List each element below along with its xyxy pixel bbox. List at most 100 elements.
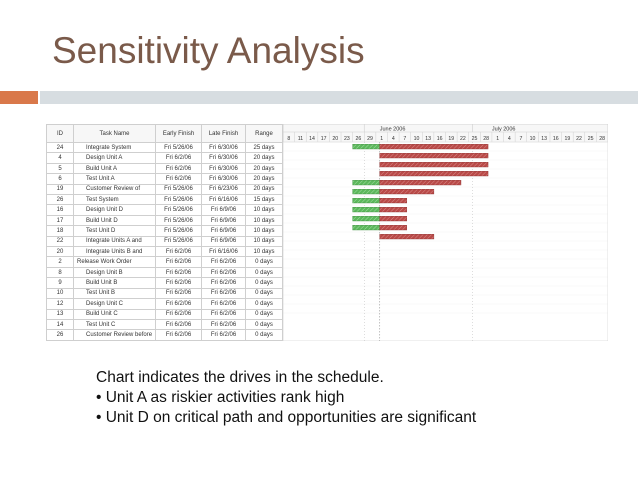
day-label: 26: [356, 136, 362, 142]
task-row[interactable]: 17 Build Unit D Fri 5/26/06 Fri 6/9/06 10 da…: [46, 214, 283, 227]
task-range: 0 days: [245, 298, 283, 310]
range-bar-red: [379, 144, 489, 150]
task-row[interactable]: 8 Design Unit B Fri 6/2/06 Fri 6/2/06 0 days: [46, 266, 283, 279]
task-late-finish: Fri 6/30/06: [201, 173, 246, 185]
task-id: 2: [46, 256, 74, 268]
day-label: 10: [530, 136, 536, 142]
day-label: 13: [425, 136, 431, 142]
task-row[interactable]: 19 Customer Review of Fri 5/26/06 Fri 6/23/…: [46, 183, 283, 196]
task-id: 19: [46, 183, 74, 196]
note-line: • Unit A as riskier activities rank high: [96, 389, 345, 406]
month-label: July 2006: [492, 127, 516, 133]
day-label: 4: [508, 136, 511, 142]
task-name: Design Unit C: [73, 298, 156, 310]
task-row[interactable]: 5 Build Unit A Fri 6/2/06 Fri 6/30/06 20 day…: [46, 162, 283, 175]
task-table-header: ID Task Name Early Finish Late Finish Ra…: [46, 124, 283, 143]
task-range: 0 days: [245, 318, 283, 331]
title-accent-bar: [0, 91, 38, 104]
task-name: Design Unit D: [73, 204, 156, 216]
task-early-finish: Fri 6/2/06: [155, 318, 202, 331]
day-label: 29: [367, 136, 373, 142]
task-late-finish: Fri 6/2/06: [201, 298, 246, 310]
task-row[interactable]: 6 Test Unit A Fri 6/2/06 Fri 6/30/06 20 days: [46, 173, 283, 185]
task-early-finish: Fri 6/2/06: [155, 287, 202, 300]
task-late-finish: Fri 6/2/06: [201, 308, 246, 320]
gantt-view: ID Task Name Early Finish Late Finish Ra…: [46, 124, 608, 341]
note-line: Chart indicates the drives in the schedu…: [96, 369, 384, 386]
task-early-finish: Fri 6/2/06: [155, 246, 202, 258]
day-label: 19: [448, 136, 454, 142]
task-row[interactable]: 14 Test Unit C Fri 6/2/06 Fri 6/2/06 0 days: [46, 318, 283, 331]
task-row[interactable]: 22 Integrate Units A and Fri 5/26/06 Fri 6/…: [46, 235, 283, 248]
task-row[interactable]: 24 Integrate System Fri 5/26/06 Fri 6/30/06…: [46, 141, 283, 154]
day-label: 17: [321, 136, 327, 142]
task-row[interactable]: 2 Release Work Order Fri 6/2/06 Fri 6/2/06 0…: [46, 256, 283, 268]
task-row[interactable]: 12 Design Unit C Fri 6/2/06 Fri 6/2/06 0 day…: [46, 298, 283, 310]
task-name: Integrate Units B and: [73, 246, 156, 258]
header-late-finish[interactable]: Late Finish: [201, 124, 246, 143]
task-row[interactable]: 9 Build Unit B Fri 6/2/06 Fri 6/2/06 0 days: [46, 277, 283, 289]
task-row[interactable]: 18 Test Unit D Fri 5/26/06 Fri 6/9/06 10 day…: [46, 225, 283, 237]
day-label: 1: [496, 136, 499, 142]
task-early-finish: Fri 5/26/06: [155, 235, 202, 248]
day-label: 22: [576, 136, 582, 142]
day-label: 8: [287, 136, 290, 142]
task-late-finish: Fri 6/16/06: [201, 194, 246, 206]
slack-bar-green: [352, 188, 380, 195]
task-row[interactable]: 16 Design Unit D Fri 5/26/06 Fri 6/9/06 10 d…: [46, 204, 283, 216]
task-row[interactable]: 26 Customer Review before Fri 6/2/06 Fri 6/…: [46, 329, 283, 341]
task-early-finish: Fri 6/2/06: [155, 298, 202, 310]
day-label: 23: [344, 136, 350, 142]
task-row[interactable]: 13 Build Unit C Fri 6/2/06 Fri 6/2/06 0 days: [46, 308, 283, 320]
day-label: 10: [414, 136, 420, 142]
task-range: 20 days: [245, 152, 283, 164]
task-name: Build Unit C: [73, 308, 156, 320]
task-row[interactable]: 26 Test System Fri 5/26/06 Fri 6/16/06 15 da…: [46, 194, 283, 206]
gantt-chart: June 2006 July 2006 8 11 14 17 20 23 26 29 1 4 7 10 13…: [283, 124, 608, 341]
task-late-finish: Fri 6/30/06: [201, 162, 246, 175]
task-id: 4: [46, 152, 74, 164]
header-task-name[interactable]: Task Name: [73, 124, 156, 143]
day-label: 25: [588, 136, 594, 142]
task-range: 20 days: [245, 162, 283, 175]
task-name: Test Unit A: [73, 173, 156, 185]
task-early-finish: Fri 5/26/06: [155, 225, 202, 237]
slack-bar-green: [352, 180, 380, 186]
range-bar-red: [379, 197, 408, 204]
task-range: 20 days: [245, 173, 283, 185]
day-label: 19: [564, 136, 570, 142]
task-id: 20: [46, 246, 74, 258]
task-id: 16: [46, 204, 74, 216]
range-bar-red: [379, 224, 408, 231]
task-row[interactable]: 10 Test Unit B Fri 6/2/06 Fri 6/2/06 0 days: [46, 287, 283, 300]
task-range: 0 days: [245, 308, 283, 320]
task-early-finish: Fri 6/2/06: [155, 256, 202, 268]
header-early-finish[interactable]: Early Finish: [155, 124, 202, 143]
title-divider-bar: [40, 91, 638, 104]
task-range: 10 days: [245, 204, 283, 216]
task-early-finish: Fri 6/2/06: [155, 308, 202, 320]
range-bar-red: [379, 233, 435, 240]
task-id: 9: [46, 277, 74, 289]
task-name: Build Unit A: [73, 162, 156, 175]
task-early-finish: Fri 6/2/06: [155, 329, 202, 341]
header-range[interactable]: Range: [245, 124, 283, 143]
range-bar-red: [379, 206, 408, 213]
notes: Chart indicates the drives in the schedu…: [96, 368, 476, 428]
task-early-finish: Fri 6/2/06: [155, 162, 202, 175]
task-row[interactable]: 20 Integrate Units B and Fri 6/2/06 Fri 6/1…: [46, 246, 283, 258]
task-late-finish: Fri 6/9/06: [201, 225, 246, 237]
slide-title: Sensitivity Analysis: [52, 30, 365, 71]
month-label: June 2006: [380, 127, 406, 133]
task-row[interactable]: 4 Design Unit A Fri 6/2/06 Fri 6/30/06 20 da…: [46, 152, 283, 164]
slack-bar-green: [352, 215, 380, 222]
task-range: 0 days: [245, 256, 283, 268]
range-bar-red: [379, 153, 489, 159]
task-range: 25 days: [245, 141, 283, 154]
range-bar-red: [379, 215, 408, 222]
task-id: 24: [46, 141, 74, 154]
header-id[interactable]: ID: [46, 124, 74, 143]
task-late-finish: Fri 6/2/06: [201, 277, 246, 289]
task-range: 10 days: [245, 225, 283, 237]
